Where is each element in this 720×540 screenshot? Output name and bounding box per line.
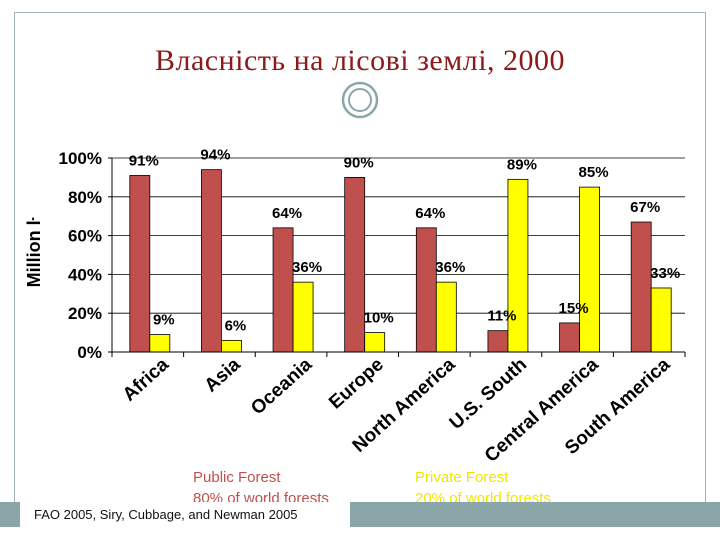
y-axis-ticks: 0% 20% 40% 60% 80% 100% <box>59 149 686 362</box>
x-tick-label: Asia <box>201 354 245 397</box>
x-tick-label: Europe <box>325 354 388 413</box>
bar-private <box>579 186 600 353</box>
source-citation: FAO 2005, Siry, Cubbage, and Newman 2005 <box>20 502 350 527</box>
y-tick-label: 20% <box>68 304 102 323</box>
data-label-private: 89% <box>507 156 537 173</box>
bar-public <box>129 175 151 353</box>
x-tick-label: Oceania <box>247 354 316 419</box>
legend-public-label: Public Forest <box>193 469 281 486</box>
data-label-public: 94% <box>200 147 230 164</box>
bar-public <box>201 169 222 353</box>
bar-private <box>364 332 386 353</box>
value-labels: 91% 9% 94% 6% 64% 36% 90% 10% 64% 36% 11% 89% 15% 85%… <box>129 147 680 335</box>
data-label-public: 11% <box>487 308 516 325</box>
data-label-private: 6% <box>225 317 247 334</box>
bar-public <box>344 176 366 353</box>
data-label-private: 9% <box>153 312 175 329</box>
y-tick-label: 0% <box>77 343 102 362</box>
data-label-private: 10% <box>364 310 394 327</box>
y-tick-label: 80% <box>68 188 102 207</box>
y-tick-label: 60% <box>68 227 102 246</box>
data-label-public: 67% <box>630 199 660 216</box>
data-label-private: 36% <box>292 259 322 276</box>
data-label-public: 15% <box>559 300 589 317</box>
bar-private <box>149 334 171 353</box>
data-label-private: 36% <box>435 259 465 276</box>
y-tick-label: 100% <box>59 149 102 168</box>
bar-public <box>630 221 652 353</box>
bar-private <box>221 339 242 353</box>
data-label-public: 91% <box>129 152 159 169</box>
title-ornament-icon <box>341 81 379 119</box>
bar-private <box>650 287 672 353</box>
data-label-public: 64% <box>272 205 302 222</box>
legend-private-label: Private Forest <box>415 469 509 486</box>
data-label-public: 90% <box>344 154 374 171</box>
bar-public <box>272 227 294 353</box>
bar-private <box>507 178 529 353</box>
y-axis-label: Million ŀ <box>24 217 44 288</box>
bar-public <box>487 330 509 353</box>
bar-public <box>559 322 580 353</box>
x-tick-label: Africa <box>119 354 173 406</box>
data-label-private: 33% <box>650 265 680 282</box>
bar-public <box>415 227 437 353</box>
data-label-private: 85% <box>579 164 609 181</box>
data-label-public: 64% <box>415 205 445 222</box>
y-tick-label: 40% <box>68 265 102 284</box>
bar-private <box>435 281 457 353</box>
slide-title: Власність на лісові землі, 2000 <box>154 44 566 77</box>
bars <box>129 169 672 353</box>
bar-private <box>292 281 314 353</box>
